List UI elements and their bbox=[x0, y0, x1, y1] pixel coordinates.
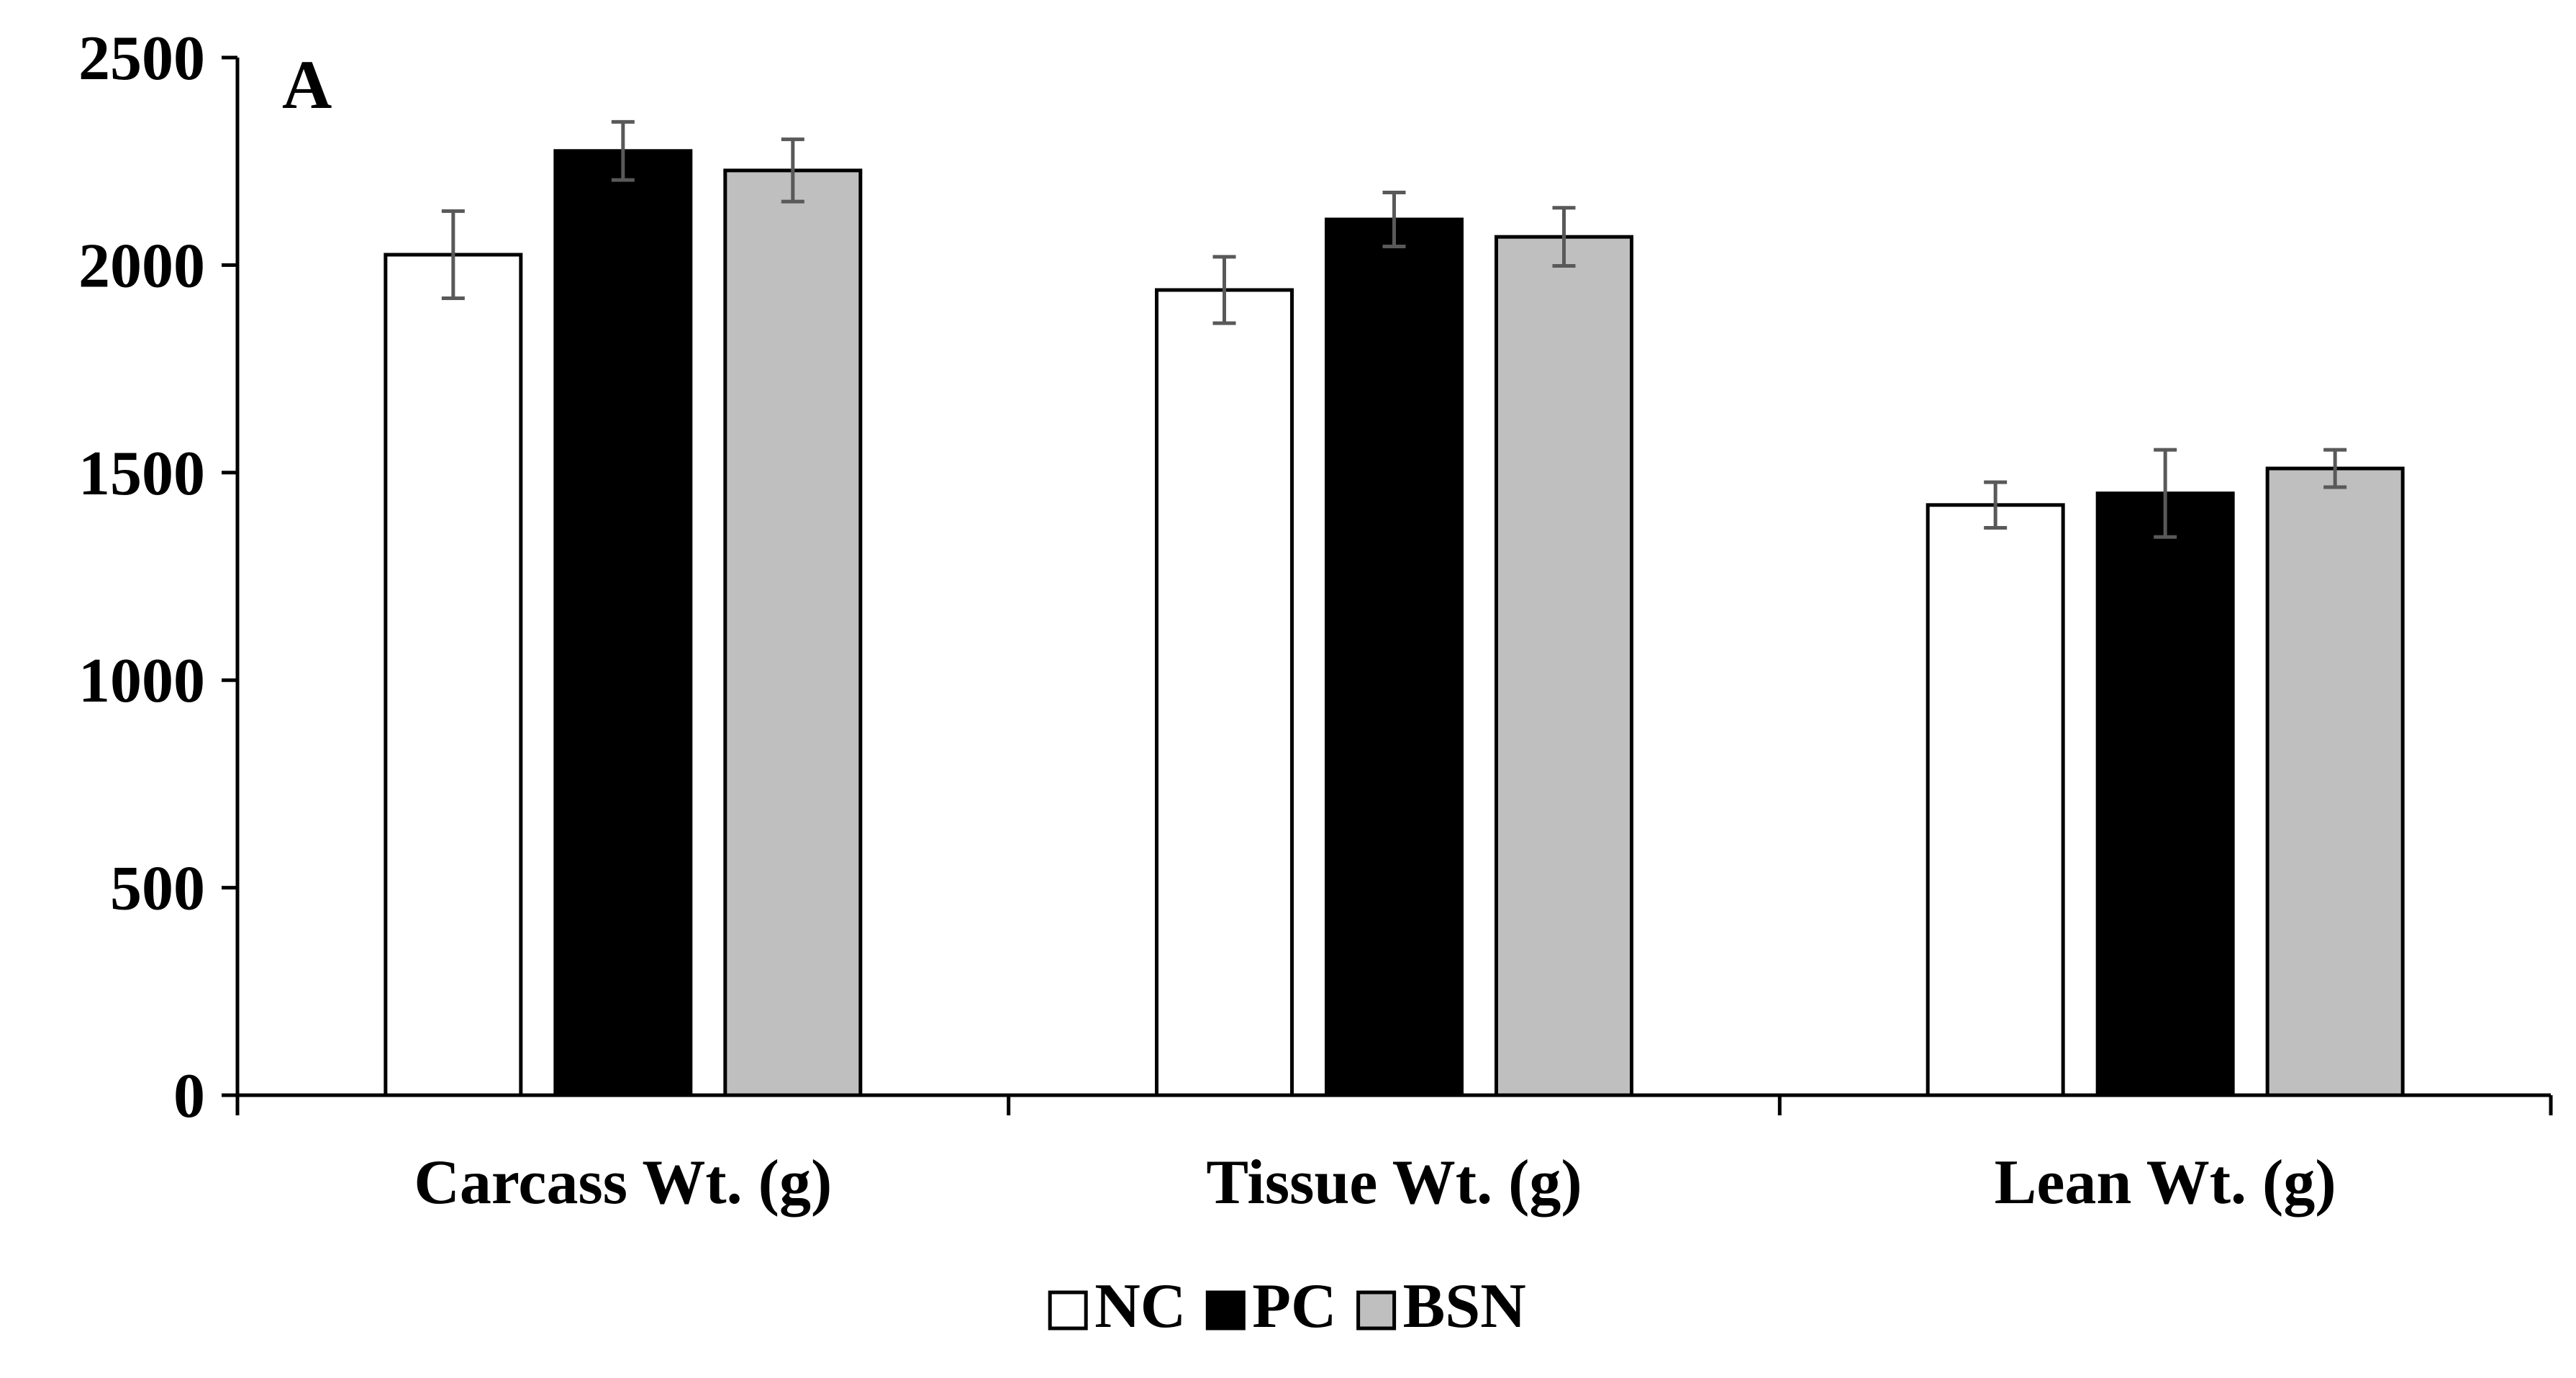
legend-item-bsn: BSN bbox=[1356, 1272, 1526, 1341]
legend-swatch bbox=[1356, 1290, 1397, 1331]
y-tick-label: 1500 bbox=[78, 439, 205, 509]
legend-swatch bbox=[1205, 1290, 1246, 1331]
error-bar-bsn bbox=[781, 137, 804, 204]
bar-nc bbox=[1155, 288, 1294, 1097]
y-tick-label: 2500 bbox=[78, 24, 205, 94]
error-bar-nc bbox=[1984, 480, 2008, 530]
bar-pc bbox=[2095, 491, 2235, 1097]
legend-label: PC bbox=[1252, 1272, 1336, 1341]
error-bars bbox=[441, 119, 2347, 539]
error-bar-pc bbox=[2154, 448, 2177, 539]
bar-bsn bbox=[723, 168, 863, 1097]
legend-label: NC bbox=[1094, 1272, 1186, 1341]
legend: NC PC BSN bbox=[1048, 1272, 1526, 1341]
legend-label: BSN bbox=[1403, 1272, 1526, 1341]
legend-swatch bbox=[1048, 1290, 1088, 1331]
bar-nc bbox=[1926, 503, 2065, 1097]
bar-bsn bbox=[2265, 466, 2405, 1097]
error-bar-bsn bbox=[2323, 448, 2347, 489]
bars bbox=[384, 149, 2405, 1097]
error-bar-bsn bbox=[1552, 206, 1576, 268]
y-tick-label: 500 bbox=[110, 854, 205, 924]
axis-labels: 0 500 1000 1500 2000 2500 Carcass Wt. (g) Tissu… bbox=[78, 24, 2336, 1218]
error-bar-pc bbox=[611, 119, 635, 182]
legend-item-nc: NC bbox=[1048, 1272, 1186, 1341]
error-bar-nc bbox=[441, 209, 465, 301]
bar-nc bbox=[384, 253, 523, 1097]
x-category-label: Lean Wt. (g) bbox=[1995, 1148, 2336, 1218]
x-category-label: Tissue Wt. (g) bbox=[1206, 1148, 1582, 1218]
bar-pc bbox=[1325, 217, 1464, 1097]
error-bar-nc bbox=[1212, 255, 1236, 325]
panel-label: A bbox=[282, 46, 332, 123]
y-tick-label: 1000 bbox=[78, 646, 205, 716]
legend-item-pc: PC bbox=[1205, 1272, 1337, 1341]
bar-pc bbox=[553, 149, 693, 1097]
y-tick-label: 0 bbox=[173, 1061, 205, 1131]
error-bar-pc bbox=[1382, 190, 1406, 248]
y-tick-label: 2000 bbox=[78, 231, 205, 301]
x-category-label: Carcass Wt. (g) bbox=[414, 1148, 832, 1218]
bar-bsn bbox=[1495, 235, 1633, 1097]
